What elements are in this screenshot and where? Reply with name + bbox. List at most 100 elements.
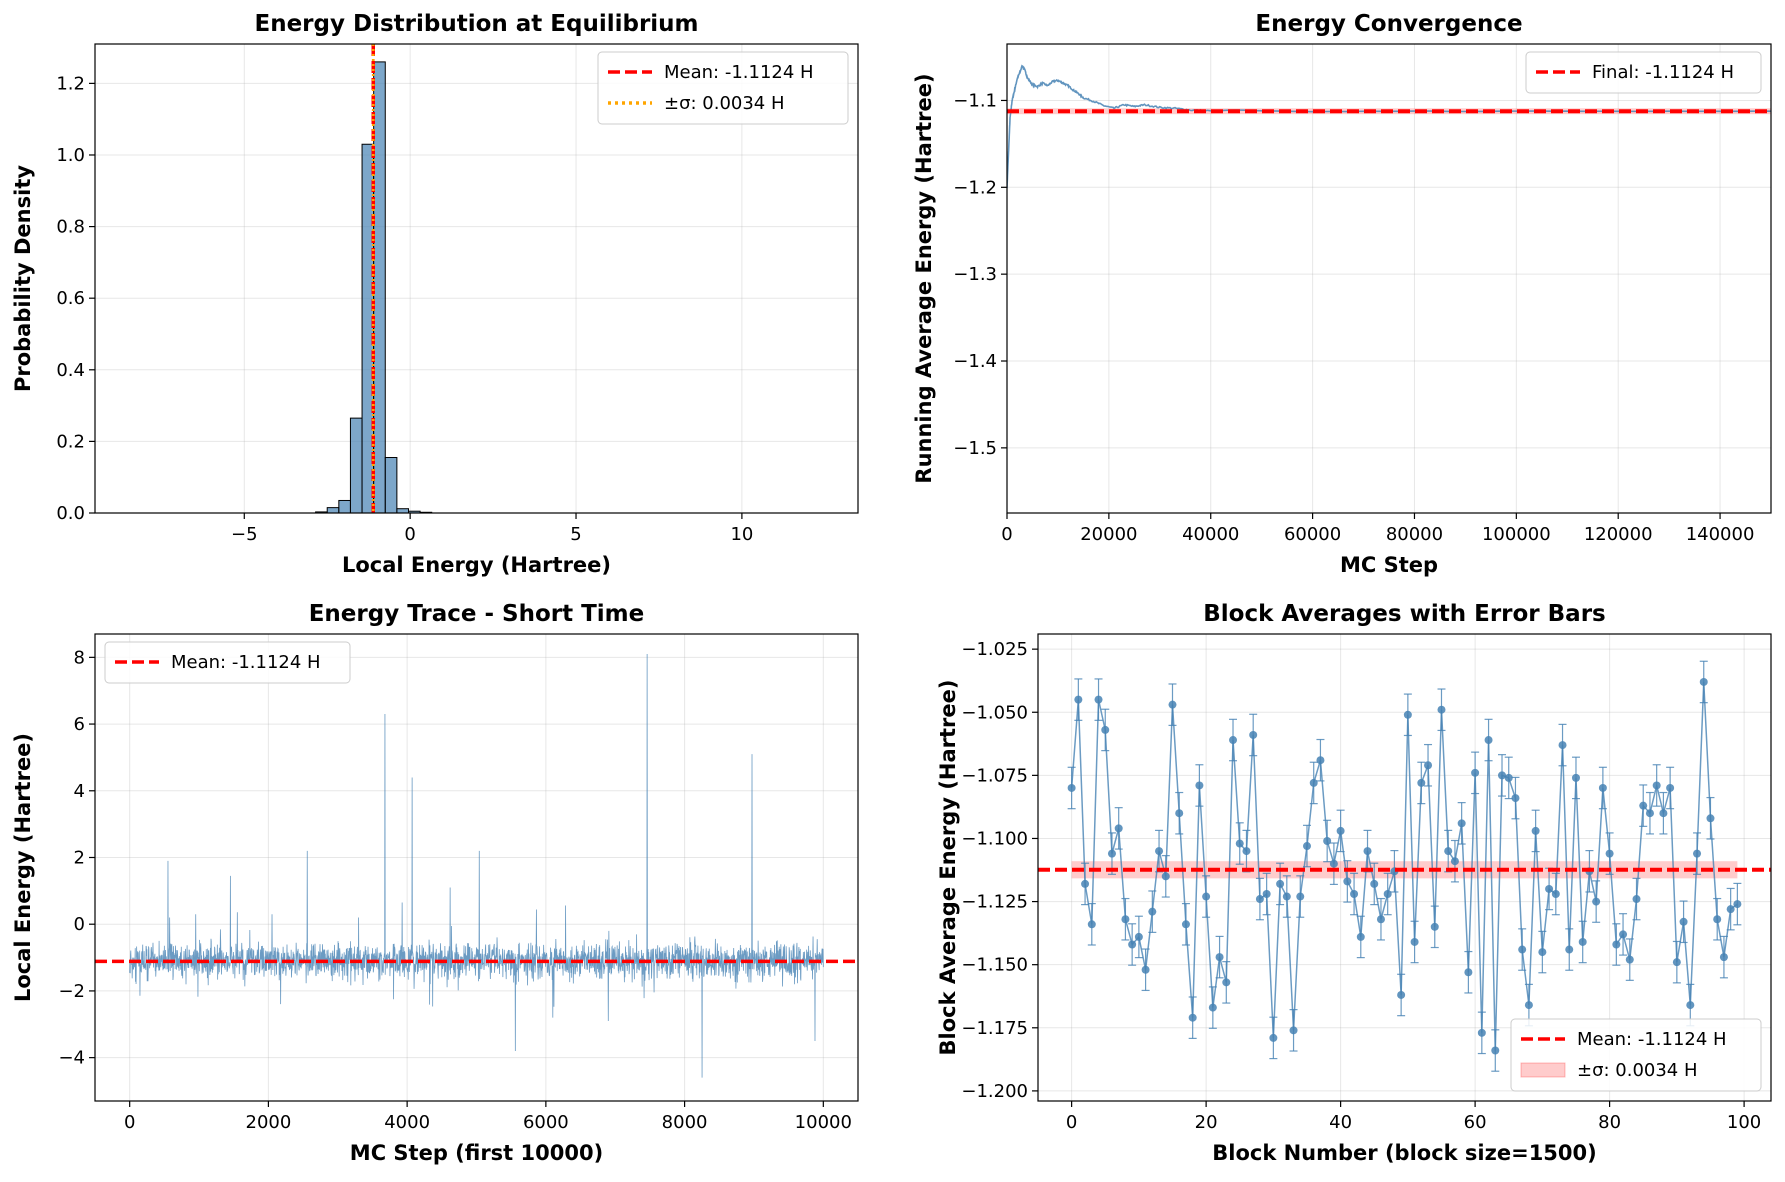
block-point xyxy=(1538,948,1547,957)
block-point xyxy=(1417,778,1426,787)
legend-swatch xyxy=(1520,1062,1566,1078)
block-point xyxy=(1598,783,1607,792)
histogram-bar xyxy=(396,508,409,513)
x-tick-label: 10 xyxy=(730,524,753,545)
block-point xyxy=(1699,677,1708,686)
block-point xyxy=(1262,890,1271,899)
x-tick-label: 5 xyxy=(570,524,581,545)
block-point xyxy=(1713,915,1722,924)
block-point xyxy=(1464,968,1473,977)
block-point xyxy=(1148,907,1157,916)
x-tick-label: 80 xyxy=(1598,1112,1621,1133)
legend-label: ±σ: 0.0034 H xyxy=(664,93,785,114)
block-point xyxy=(1504,773,1513,782)
block-point xyxy=(1612,940,1621,949)
block-point xyxy=(1605,849,1614,858)
block-point xyxy=(1074,695,1083,704)
y-tick-label: −1.150 xyxy=(961,955,1028,976)
legend-box xyxy=(597,51,849,125)
x-tick-label: 60 xyxy=(1464,1112,1487,1133)
x-axis-label: MC Step (first 10000) xyxy=(350,1141,603,1165)
block-point xyxy=(1545,884,1554,893)
block-point xyxy=(1302,842,1311,851)
x-tick-label: 0 xyxy=(1066,1112,1077,1133)
y-tick-label: 1.0 xyxy=(56,145,85,166)
x-axis-label: Block Number (block size=1500) xyxy=(1212,1141,1597,1165)
y-tick-label: −1.5 xyxy=(953,438,997,459)
block-point xyxy=(1726,905,1735,914)
y-tick-label: −1.1 xyxy=(953,90,997,111)
block-point xyxy=(1094,695,1103,704)
legend: Mean: -1.1124 H xyxy=(104,641,351,684)
y-tick-label: 0 xyxy=(74,914,85,935)
block-point xyxy=(1255,895,1264,904)
y-tick-label: −1.4 xyxy=(953,351,997,372)
block-point xyxy=(1175,809,1184,818)
block-point xyxy=(1471,768,1480,777)
block-point xyxy=(1276,879,1285,888)
x-tick-label: 6000 xyxy=(523,1112,569,1133)
y-tick-label: 2 xyxy=(74,847,85,868)
y-tick-label: −1.125 xyxy=(961,892,1028,913)
block-point xyxy=(1397,990,1406,999)
block-point xyxy=(1289,1026,1298,1035)
x-tick-label: 100 xyxy=(1727,1112,1761,1133)
y-axis-label: Probability Density xyxy=(11,165,35,392)
axes-frame xyxy=(94,43,859,514)
block-point xyxy=(1484,736,1493,745)
legend: Mean: -1.1124 H ±σ: 0.0034 H xyxy=(1510,1018,1762,1092)
x-tick-label: 0 xyxy=(1001,524,1012,545)
y-tick-label: −1.075 xyxy=(961,765,1028,786)
block-point xyxy=(1666,783,1675,792)
block-point xyxy=(1430,922,1439,931)
block-point xyxy=(1437,705,1446,714)
histogram-bar xyxy=(349,417,363,513)
block-point xyxy=(1645,809,1654,818)
legend-label: Mean: -1.1124 H xyxy=(664,62,814,83)
axes-frame xyxy=(94,633,859,1102)
block-point xyxy=(1450,857,1459,866)
x-tick-label: 140000 xyxy=(1686,524,1755,545)
block-point xyxy=(1208,1003,1217,1012)
block-point xyxy=(1457,819,1466,828)
histogram-bar xyxy=(338,499,351,513)
y-tick-label: 6 xyxy=(74,714,85,735)
y-tick-label: 4 xyxy=(74,781,85,802)
y-axis-label: Block Average Energy (Hartree) xyxy=(936,679,960,1055)
block-point xyxy=(1195,781,1204,790)
y-tick-label: 0.4 xyxy=(56,360,85,381)
y-tick-label: −1.025 xyxy=(961,639,1028,660)
block-point xyxy=(1323,836,1332,845)
chart-p4: 0 20 40 60 80 100 −1.200 −1.175 −1.150 −1.125 −1.1… xyxy=(936,601,1772,1165)
block-point xyxy=(1551,890,1560,899)
block-point xyxy=(1336,826,1345,835)
y-tick-label: −1.200 xyxy=(961,1081,1028,1102)
block-point xyxy=(1121,915,1130,924)
block-point xyxy=(1498,771,1507,780)
x-tick-label: 120000 xyxy=(1584,524,1653,545)
plot-area xyxy=(315,44,433,513)
x-axis-label: MC Step xyxy=(1340,553,1438,577)
block-point xyxy=(1410,937,1419,946)
block-point xyxy=(1659,809,1668,818)
x-tick-label: 2000 xyxy=(246,1112,292,1133)
block-point xyxy=(1242,847,1251,856)
plot-area xyxy=(95,654,858,1078)
block-point xyxy=(1087,920,1096,929)
x-tick-label: 60000 xyxy=(1284,524,1341,545)
block-point xyxy=(1424,761,1433,770)
y-axis-label: Running Average Energy (Hartree) xyxy=(912,73,936,483)
running-average-line xyxy=(1007,64,1771,189)
block-point xyxy=(1578,937,1587,946)
block-point xyxy=(1733,900,1742,909)
plot-area xyxy=(1038,660,1771,1072)
x-tick-label: 0 xyxy=(124,1112,135,1133)
block-point xyxy=(1081,879,1090,888)
block-point xyxy=(1269,1033,1278,1042)
legend: Mean: -1.1124 H ±σ: 0.0034 H xyxy=(597,51,849,125)
histogram-bar xyxy=(373,61,386,513)
block-point xyxy=(1161,872,1170,881)
block-point xyxy=(1134,932,1143,941)
y-tick-label: 8 xyxy=(74,647,85,668)
